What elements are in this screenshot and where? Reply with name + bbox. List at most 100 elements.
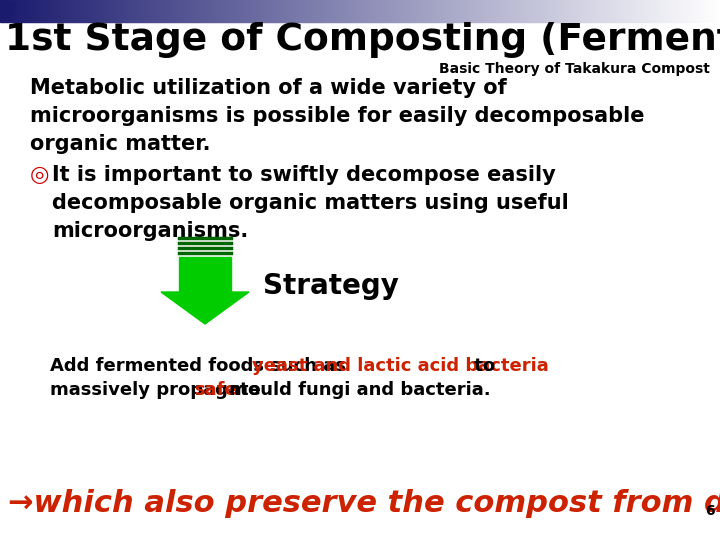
Bar: [451, 0, 452, 22]
Bar: [242, 0, 243, 22]
Bar: [675, 0, 676, 22]
Bar: [617, 0, 618, 22]
Bar: [212, 0, 213, 22]
Bar: [167, 0, 168, 22]
Bar: [458, 0, 459, 22]
Bar: [281, 0, 282, 22]
Bar: [501, 0, 502, 22]
Bar: [448, 0, 449, 22]
Bar: [80, 0, 81, 22]
Bar: [524, 0, 525, 22]
Bar: [244, 0, 245, 22]
Bar: [23, 0, 24, 22]
Bar: [131, 0, 132, 22]
Bar: [322, 0, 323, 22]
Bar: [659, 0, 660, 22]
Bar: [559, 0, 560, 22]
Bar: [172, 0, 173, 22]
Bar: [178, 0, 179, 22]
Bar: [229, 0, 230, 22]
Bar: [705, 0, 706, 22]
Bar: [599, 0, 600, 22]
Bar: [261, 0, 262, 22]
Bar: [179, 257, 231, 292]
Bar: [51, 0, 52, 22]
Bar: [661, 0, 662, 22]
Bar: [147, 0, 148, 22]
Bar: [331, 0, 332, 22]
Bar: [502, 0, 503, 22]
Bar: [37, 0, 38, 22]
Bar: [453, 0, 454, 22]
Bar: [610, 0, 611, 22]
Bar: [423, 0, 424, 22]
Bar: [665, 0, 666, 22]
Bar: [241, 0, 242, 22]
Bar: [511, 0, 512, 22]
Bar: [140, 0, 141, 22]
Bar: [695, 0, 696, 22]
Bar: [19, 0, 20, 22]
Bar: [133, 0, 134, 22]
Bar: [77, 0, 78, 22]
Bar: [20, 0, 21, 22]
Bar: [29, 0, 30, 22]
Bar: [634, 0, 635, 22]
Bar: [360, 0, 361, 22]
Bar: [25, 0, 26, 22]
Bar: [386, 0, 387, 22]
Bar: [430, 0, 431, 22]
Bar: [363, 0, 364, 22]
Bar: [279, 0, 280, 22]
Bar: [243, 0, 244, 22]
Bar: [401, 0, 402, 22]
Bar: [180, 0, 181, 22]
Bar: [484, 0, 485, 22]
Bar: [606, 0, 607, 22]
Bar: [554, 0, 555, 22]
Bar: [425, 0, 426, 22]
Bar: [394, 0, 395, 22]
Bar: [203, 0, 204, 22]
Text: 6: 6: [705, 504, 715, 518]
Bar: [356, 0, 357, 22]
Bar: [269, 0, 270, 22]
Bar: [26, 0, 27, 22]
Bar: [450, 0, 451, 22]
Bar: [8, 0, 9, 22]
Bar: [217, 0, 218, 22]
Bar: [702, 0, 703, 22]
Bar: [674, 0, 675, 22]
Bar: [654, 0, 655, 22]
Bar: [640, 0, 641, 22]
Bar: [176, 0, 177, 22]
Bar: [89, 0, 90, 22]
Bar: [664, 0, 665, 22]
Bar: [447, 0, 448, 22]
Bar: [602, 0, 603, 22]
Bar: [159, 0, 160, 22]
Bar: [571, 0, 572, 22]
Bar: [466, 0, 467, 22]
Bar: [247, 0, 248, 22]
Bar: [548, 0, 549, 22]
Bar: [92, 0, 93, 22]
Bar: [613, 0, 614, 22]
Bar: [94, 0, 95, 22]
Bar: [3, 0, 4, 22]
Bar: [642, 0, 643, 22]
Bar: [703, 0, 704, 22]
Bar: [193, 0, 194, 22]
Bar: [116, 0, 117, 22]
Bar: [405, 0, 406, 22]
Bar: [655, 0, 656, 22]
Bar: [365, 0, 366, 22]
Bar: [321, 0, 322, 22]
Bar: [468, 0, 469, 22]
Bar: [100, 0, 101, 22]
Bar: [359, 0, 360, 22]
Bar: [373, 0, 374, 22]
Bar: [469, 0, 470, 22]
Bar: [701, 0, 702, 22]
Bar: [714, 0, 715, 22]
